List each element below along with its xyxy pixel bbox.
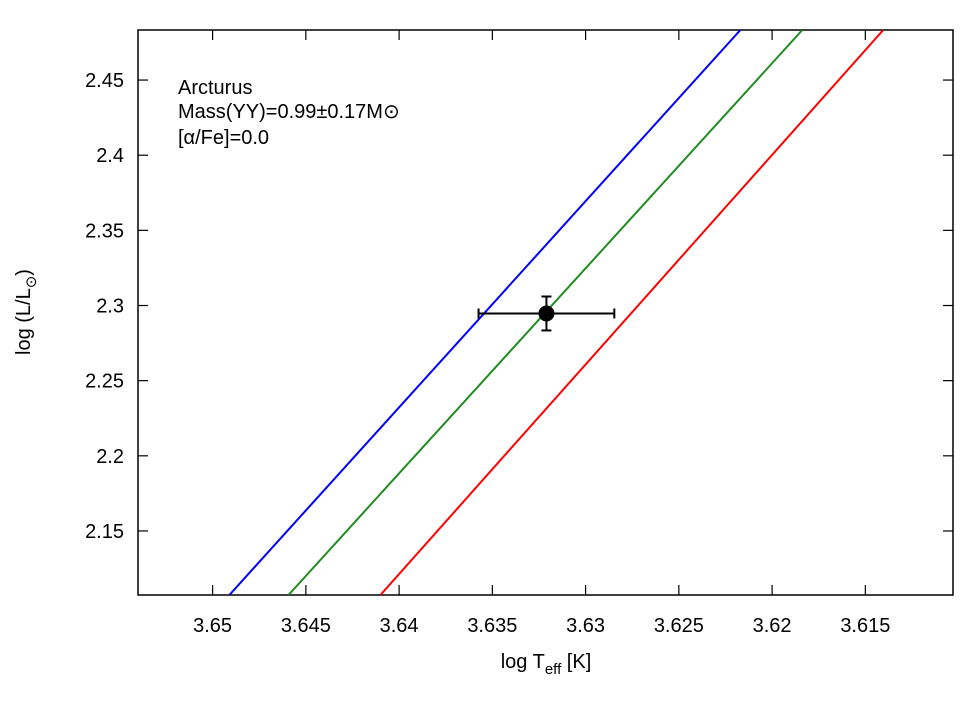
x-tick-label: 3.635 <box>467 615 517 637</box>
y-label-end: ) <box>13 269 35 276</box>
annotation: Arcturus <box>178 77 252 99</box>
y-tick-label: 2.4 <box>96 145 124 167</box>
y-tick-label: 2.3 <box>96 296 124 318</box>
y-axis-label: log (L/L⊙) <box>13 269 40 355</box>
x-label-main: log T <box>501 651 545 673</box>
y-label-sub: ⊙ <box>23 276 40 289</box>
x-label-unit: [K] <box>561 651 591 673</box>
y-label-main: log (L/L <box>13 288 35 355</box>
x-tick-label: 3.615 <box>840 615 890 637</box>
plot-frame <box>137 29 954 596</box>
y-tick-label: 2.15 <box>85 521 124 543</box>
x-tick-label: 3.64 <box>380 615 419 637</box>
x-tick-label: 3.65 <box>193 615 232 637</box>
x-tick-label: 3.645 <box>281 615 331 637</box>
y-tick-label: 2.45 <box>85 70 124 92</box>
x-tick-label: 3.63 <box>566 615 605 637</box>
x-label-sub: eff <box>545 661 562 678</box>
annotation: [α/Fe]=0.0 <box>178 127 269 149</box>
y-tick-label: 2.2 <box>96 446 124 468</box>
y-tick-label: 2.35 <box>85 220 124 242</box>
y-tick-label: 2.25 <box>85 371 124 393</box>
x-axis-label: log Teff [K] <box>501 651 592 678</box>
line <box>379 30 884 595</box>
data-point <box>538 305 555 322</box>
x-tick-label: 3.62 <box>753 615 792 637</box>
x-tick-label: 3.625 <box>654 615 704 637</box>
annotation: Mass(YY)=0.99±0.17M⊙ <box>178 101 400 123</box>
